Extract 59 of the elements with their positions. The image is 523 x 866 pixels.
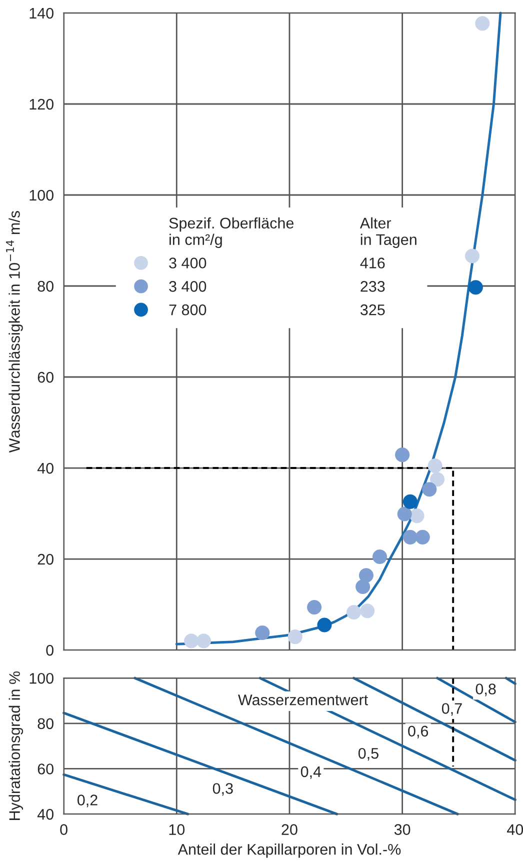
point <box>184 634 199 648</box>
y-tick-label: 140 <box>30 8 54 19</box>
x-tick-label: 0 <box>60 824 68 835</box>
annotation: 0,7 <box>442 703 462 716</box>
legend-label: 3 400 <box>169 258 206 268</box>
point <box>464 248 480 264</box>
annotation: 0,5 <box>358 748 378 761</box>
point <box>317 618 332 632</box>
legend-label: 3 400 <box>169 281 206 292</box>
annotation: 0,4 <box>300 766 322 779</box>
y-tick-label: 60 <box>38 764 54 774</box>
point <box>196 634 212 648</box>
x-tick-label: 30 <box>394 824 410 835</box>
point <box>428 458 442 474</box>
point <box>395 448 410 462</box>
point <box>255 625 270 640</box>
point <box>468 280 483 295</box>
point <box>430 472 445 487</box>
y-tick-label: 20 <box>38 554 54 565</box>
x-axis-title: Anteil der Kapillarporen in Vol.-% <box>178 844 401 858</box>
x-tick-label: 40 <box>507 824 523 835</box>
y-axis-title: Wasserdurchlässigkeit in 10$^{−14}$ m/s <box>6 211 23 453</box>
point <box>288 630 302 644</box>
point <box>372 549 388 564</box>
y-tick-label: 0 <box>46 644 54 656</box>
annotation: 325 <box>360 304 385 316</box>
y-tick-label: 100 <box>30 190 54 201</box>
x-tick-label: 20 <box>282 824 298 835</box>
y-tick-label: 80 <box>38 280 54 292</box>
y-tick-label: 80 <box>38 718 54 730</box>
legend-title: Spezif. Oberfläche in cm²/g <box>169 217 294 248</box>
y-tick-label: 120 <box>30 98 54 110</box>
point <box>358 568 374 583</box>
y-axis-title: Hydratationsgrad in % <box>8 671 24 820</box>
annotation: 416 <box>360 258 385 268</box>
y-tick-label: 60 <box>38 372 54 383</box>
point <box>422 482 437 497</box>
point <box>346 604 362 620</box>
point <box>402 530 418 544</box>
annotation: Wasserzementwert <box>238 694 368 706</box>
point <box>402 494 418 509</box>
point <box>415 530 430 544</box>
annotation: Alter in Tagen <box>360 217 416 248</box>
annotation: 0,6 <box>408 726 428 738</box>
annotation: 0,8 <box>476 684 496 696</box>
x-tick-label: 10 <box>169 824 185 835</box>
annotation: 0,2 <box>77 794 98 808</box>
annotation: 0,3 <box>212 783 233 796</box>
annotation: 233 <box>360 281 385 292</box>
legend-label: 7 800 <box>169 304 206 316</box>
point <box>410 508 424 524</box>
point <box>307 600 322 615</box>
y-tick-label: 100 <box>30 672 54 684</box>
y-tick-label: 40 <box>37 462 54 474</box>
point <box>397 506 412 522</box>
point <box>475 16 490 31</box>
point <box>360 604 375 618</box>
point <box>356 579 370 594</box>
y-tick-label: 40 <box>37 808 54 820</box>
